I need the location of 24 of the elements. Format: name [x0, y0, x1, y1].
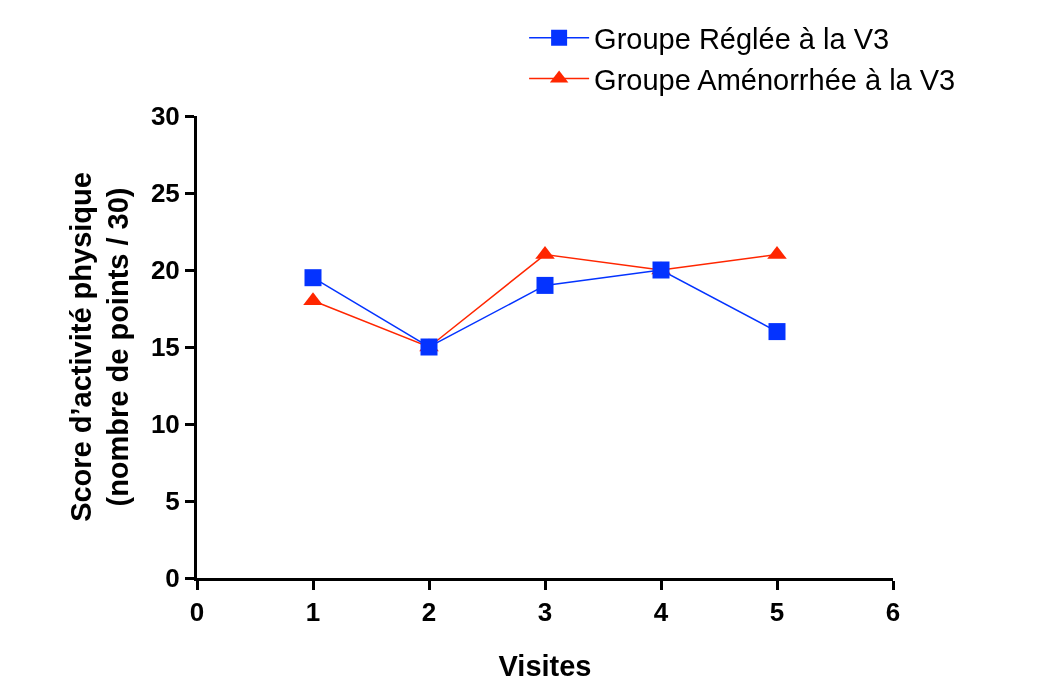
x-axis-title: Visites [498, 650, 592, 682]
y-tick-label: 5 [165, 486, 180, 517]
point [420, 338, 438, 356]
x-tick-label: 5 [769, 597, 785, 628]
point [768, 323, 786, 341]
point [536, 276, 554, 294]
x-tick-label: 4 [653, 597, 669, 628]
x-tick-label: 2 [421, 597, 437, 628]
y-tick-label: 20 [150, 255, 180, 286]
x-tick-label: 0 [189, 597, 205, 628]
legend-label: Groupe Aménorrhée à la V3 [594, 63, 956, 96]
y-tick-label: 0 [165, 563, 180, 594]
x-tick-label: 6 [885, 597, 901, 628]
y-tick-label: 30 [150, 101, 180, 132]
x-tick-label: 1 [305, 597, 321, 628]
y-tick-label: 25 [150, 178, 180, 209]
point [304, 269, 322, 287]
y-tick-label: 10 [150, 409, 180, 440]
x-tick-label: 3 [537, 597, 553, 628]
legend-label: Groupe Réglée à la V3 [594, 23, 890, 56]
point [303, 292, 323, 306]
y-axis-title: Score d’activité physique (nombre de points / 30) [64, 172, 135, 522]
point [652, 261, 670, 279]
y-tick-label: 15 [150, 332, 180, 363]
